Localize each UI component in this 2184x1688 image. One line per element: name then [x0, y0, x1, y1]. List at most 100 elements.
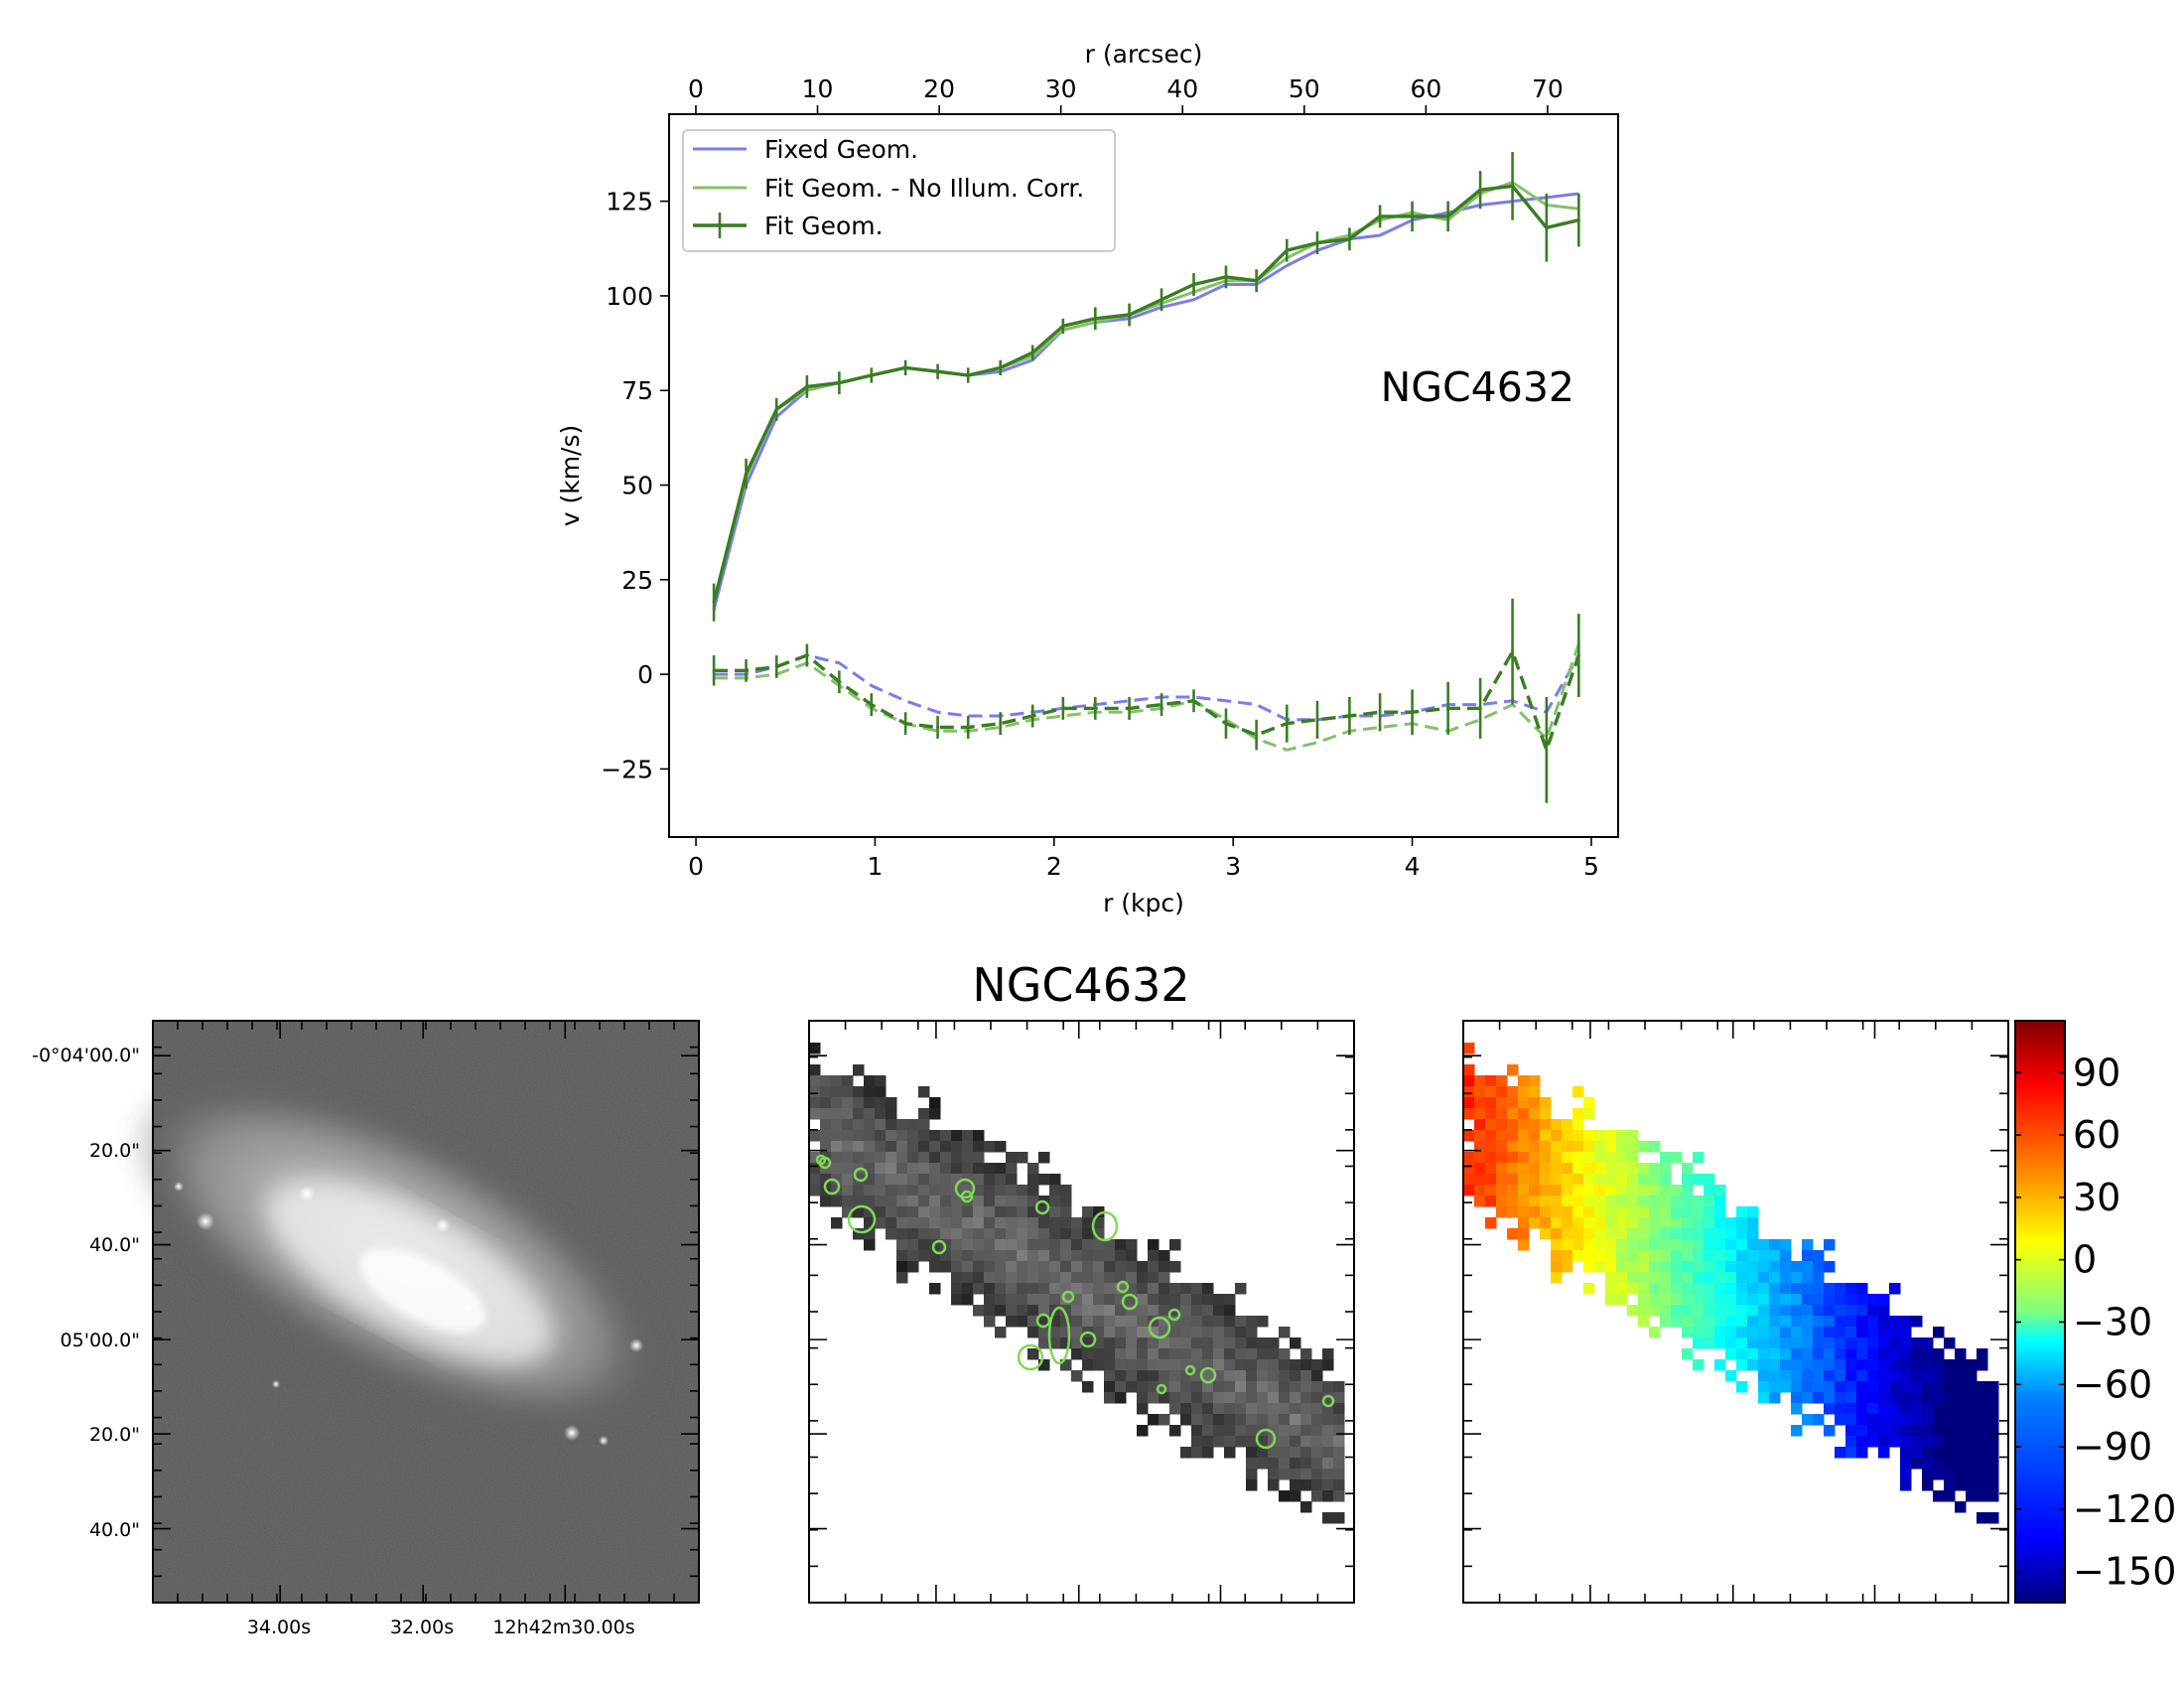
velocity-pixel	[1867, 1327, 1879, 1338]
velocity-pixel	[1540, 1163, 1552, 1175]
top-x-axis-label: r (arcsec)	[1085, 40, 1203, 69]
emission-pixel	[1235, 1403, 1247, 1415]
velocity-pixel	[1922, 1447, 1934, 1459]
velocity-pixel	[1977, 1414, 1988, 1426]
velocity-pixel	[1813, 1381, 1825, 1393]
emission-pixel	[842, 1075, 854, 1087]
emission-pixel	[951, 1152, 963, 1164]
velocity-pixel	[1627, 1174, 1639, 1186]
emission-pixel	[1049, 1316, 1061, 1328]
velocity-pixel	[1529, 1141, 1541, 1153]
emission-pixel	[875, 1075, 887, 1087]
velocity-pixel	[1987, 1436, 1999, 1448]
velocity-pixel	[1594, 1206, 1606, 1218]
emission-pixel	[1017, 1283, 1028, 1295]
emission-pixel	[1268, 1370, 1280, 1382]
velocity-pixel	[1540, 1217, 1552, 1229]
velocity-pixel	[1518, 1152, 1530, 1164]
velocity-pixel	[1944, 1436, 1956, 1448]
velocity-pixel	[1824, 1359, 1836, 1371]
velocity-pixel	[1463, 1064, 1475, 1076]
velocity-pixel	[1649, 1272, 1661, 1284]
emission-pixel	[1006, 1217, 1018, 1229]
velocity-pixel	[1966, 1403, 1978, 1415]
emission-pixel	[1126, 1272, 1138, 1284]
velocity-pixel	[1518, 1097, 1530, 1109]
velocity-pixel	[1856, 1337, 1868, 1349]
optical-image-panel: -0°04'00.0" 20.0" 40.0" 05'00.0" 20.0" 4…	[32, 1020, 700, 1638]
emission-pixel	[973, 1174, 985, 1186]
emission-pixel	[1017, 1228, 1028, 1240]
velocity-pixel	[1583, 1217, 1595, 1229]
emission-pixel	[1333, 1469, 1345, 1480]
velocity-pixel	[1704, 1228, 1715, 1240]
velocity-pixel	[1682, 1294, 1694, 1306]
velocity-pixel	[1507, 1206, 1519, 1218]
velocity-pixel	[1638, 1283, 1650, 1295]
data-point	[837, 381, 841, 385]
velocity-pixel	[1736, 1327, 1748, 1338]
emission-pixel	[1126, 1370, 1138, 1382]
emission-pixel	[1104, 1316, 1116, 1328]
emission-pixel	[1148, 1414, 1160, 1426]
velocity-pixel	[1682, 1272, 1694, 1284]
velocity-pixel	[1725, 1228, 1737, 1240]
emission-pixel	[929, 1152, 941, 1164]
emission-pixel	[973, 1272, 985, 1284]
velocity-pixel	[1987, 1425, 1999, 1437]
emission-pixel	[1115, 1305, 1127, 1317]
emission-pixel	[1049, 1337, 1061, 1349]
velocity-pixel	[1562, 1228, 1573, 1240]
emission-pixel	[1049, 1272, 1061, 1284]
data-point	[1285, 248, 1289, 252]
emission-pixel	[1279, 1436, 1291, 1448]
emission-pixel	[1027, 1294, 1039, 1306]
velocity-pixel	[1758, 1250, 1770, 1262]
emission-pixel	[962, 1130, 974, 1142]
emission-pixel	[820, 1097, 832, 1109]
emission-pixel	[1202, 1359, 1214, 1371]
emission-pixel	[907, 1174, 919, 1186]
emission-pixel	[1246, 1392, 1258, 1404]
emission-pixel	[1115, 1261, 1127, 1273]
velocity-pixel	[1682, 1239, 1694, 1251]
velocity-pixel	[1704, 1305, 1715, 1317]
emission-pixel	[973, 1163, 985, 1175]
emission-pixel	[1082, 1294, 1094, 1306]
emission-pixel	[1191, 1348, 1203, 1360]
emission-pixel	[831, 1163, 843, 1175]
velocity-pixel	[1911, 1458, 1923, 1470]
emission-pixel	[1213, 1381, 1225, 1393]
emission-pixel	[1213, 1294, 1225, 1306]
emission-pixel	[1159, 1392, 1170, 1404]
velocity-pixel	[1867, 1370, 1879, 1382]
velocity-pixel	[1977, 1458, 1988, 1470]
emission-pixel	[1235, 1359, 1247, 1371]
velocity-pixel	[1867, 1348, 1879, 1360]
emission-pixel	[1071, 1217, 1083, 1229]
velocity-pixel	[1616, 1294, 1628, 1306]
velocity-pixel	[1889, 1337, 1901, 1349]
velocity-pixel	[1660, 1206, 1672, 1218]
emission-pixel	[1290, 1403, 1301, 1415]
velocity-pixel	[1824, 1348, 1836, 1360]
velocity-pixel	[1987, 1403, 1999, 1415]
data-point	[1285, 722, 1289, 726]
velocity-pixel	[1736, 1206, 1748, 1218]
emission-pixel	[1006, 1228, 1018, 1240]
velocity-pixel	[1780, 1348, 1792, 1360]
velocity-pixel	[1780, 1305, 1792, 1317]
velocity-pixel	[1725, 1250, 1737, 1262]
emission-pixel	[1290, 1359, 1301, 1371]
emission-pixel	[1093, 1359, 1105, 1371]
emission-pixel	[1017, 1294, 1028, 1306]
velocity-pixel	[1944, 1359, 1956, 1371]
velocity-pixel	[1987, 1479, 1999, 1491]
emission-pixel	[1268, 1381, 1280, 1393]
emission-pixel	[1246, 1327, 1258, 1338]
velocity-pixel	[1540, 1196, 1552, 1207]
emission-pixel	[1180, 1327, 1192, 1338]
emission-pixel	[875, 1185, 887, 1196]
emission-pixel	[1290, 1436, 1301, 1448]
emission-pixel	[831, 1108, 843, 1120]
